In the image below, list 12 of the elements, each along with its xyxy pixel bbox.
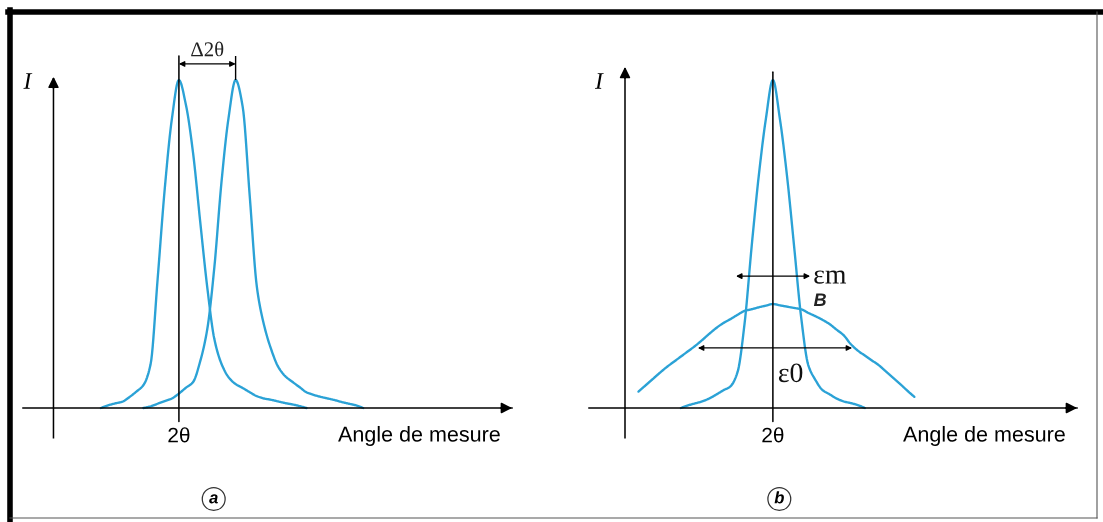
annotation: εm <box>814 270 847 284</box>
x-axis-title: Angle de mesure <box>903 425 1065 447</box>
text: a <box>209 494 218 504</box>
text: 2θ <box>762 427 784 443</box>
y-axis-title: I <box>23 73 33 89</box>
series-label: B <box>813 293 826 306</box>
annotation: ε0 <box>778 363 803 383</box>
text: 2θ <box>168 427 190 443</box>
text: b <box>774 491 784 504</box>
x-axis-title: Angle de mesure <box>338 425 500 447</box>
text: Δ2θ <box>191 41 224 57</box>
y-axis-title: I <box>594 73 604 89</box>
